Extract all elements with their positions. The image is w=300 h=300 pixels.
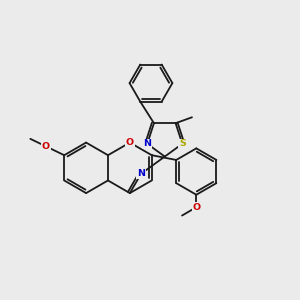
Text: S: S [179, 139, 186, 148]
Text: N: N [143, 139, 151, 148]
Text: O: O [126, 138, 134, 147]
Text: O: O [42, 142, 50, 151]
Text: O: O [192, 203, 200, 212]
Text: N: N [137, 169, 145, 178]
